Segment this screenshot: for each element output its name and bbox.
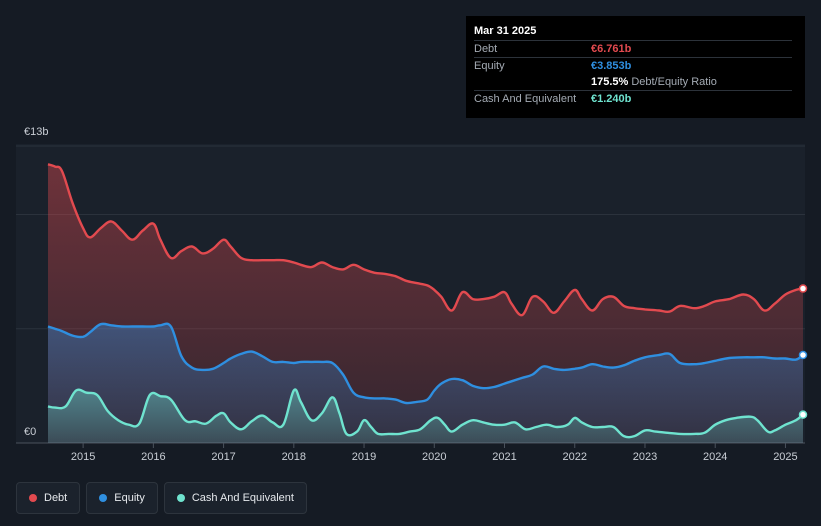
cash-area	[48, 389, 803, 443]
x-tick-label-2022: 2022	[563, 451, 587, 463]
legend-item-equity[interactable]: Equity	[86, 482, 158, 514]
legend-equity-dot-icon	[99, 494, 108, 502]
tooltip-row-cash: Cash And Equivalent €1.240b	[474, 90, 792, 107]
legend-equity-label: Equity	[114, 492, 145, 504]
x-tick-label-2025: 2025	[773, 451, 797, 463]
cash-end-marker	[798, 410, 808, 419]
equity-area	[48, 323, 803, 443]
legend-cash-label: Cash And Equivalent	[191, 492, 294, 504]
x-tick-label-2023: 2023	[633, 451, 657, 463]
tooltip-row-debt: Debt €6.761b	[474, 40, 792, 57]
legend-debt-dot-icon	[29, 494, 37, 502]
x-tick-label-2015: 2015	[71, 451, 95, 463]
tooltip-equity-label: Equity	[474, 60, 505, 72]
chart-legend: Debt Equity Cash And Equivalent	[16, 482, 307, 514]
x-tick-label-2020: 2020	[422, 451, 446, 463]
tooltip-equity-value: €3.853b	[591, 60, 632, 72]
y-axis-top-label: €13b	[24, 126, 48, 138]
debt-line	[47, 163, 804, 317]
x-tick-label-2016: 2016	[141, 451, 165, 463]
equity-line	[47, 322, 804, 405]
debt-end-marker	[798, 284, 808, 293]
x-axis-ticks: 2015 2016 2017 2018 2019 2020 2021 2022 2023 2024…	[71, 443, 798, 463]
x-tick-label-2021: 2021	[492, 451, 516, 463]
tooltip-ratio-spacer	[474, 74, 591, 90]
y-axis-bottom-label: €0	[24, 426, 36, 438]
tooltip-ratio-value: 175.5%	[591, 76, 629, 88]
tooltip-panel: Mar 31 2025 Debt €6.761b Equity €3.853b …	[466, 16, 805, 118]
tooltip-row-ratio: 175.5% Debt/Equity Ratio	[474, 74, 792, 90]
tooltip-debt-value: €6.761b	[591, 43, 632, 55]
x-tick-label-2019: 2019	[352, 451, 376, 463]
equity-end-marker	[798, 350, 808, 360]
legend-cash-dot-icon	[176, 494, 185, 502]
x-tick-label-2018: 2018	[282, 451, 306, 463]
legend-debt-label: Debt	[44, 492, 68, 504]
tooltip-cash-label: Cash And Equivalent	[474, 93, 577, 105]
legend-item-cash[interactable]: Cash And Equivalent	[163, 482, 307, 514]
x-tick-label-2024: 2024	[703, 451, 727, 463]
tooltip-row-equity: Equity €3.853b	[474, 57, 792, 74]
tooltip-cash-value: €1.240b	[591, 93, 632, 105]
x-tick-label-2017: 2017	[211, 451, 235, 463]
cash-line	[47, 388, 804, 439]
tooltip-debt-label: Debt	[474, 43, 498, 55]
legend-item-debt[interactable]: Debt	[16, 482, 81, 514]
tooltip-ratio-label: Debt/Equity Ratio	[631, 76, 717, 88]
tooltip-date: Mar 31 2025	[474, 25, 537, 37]
